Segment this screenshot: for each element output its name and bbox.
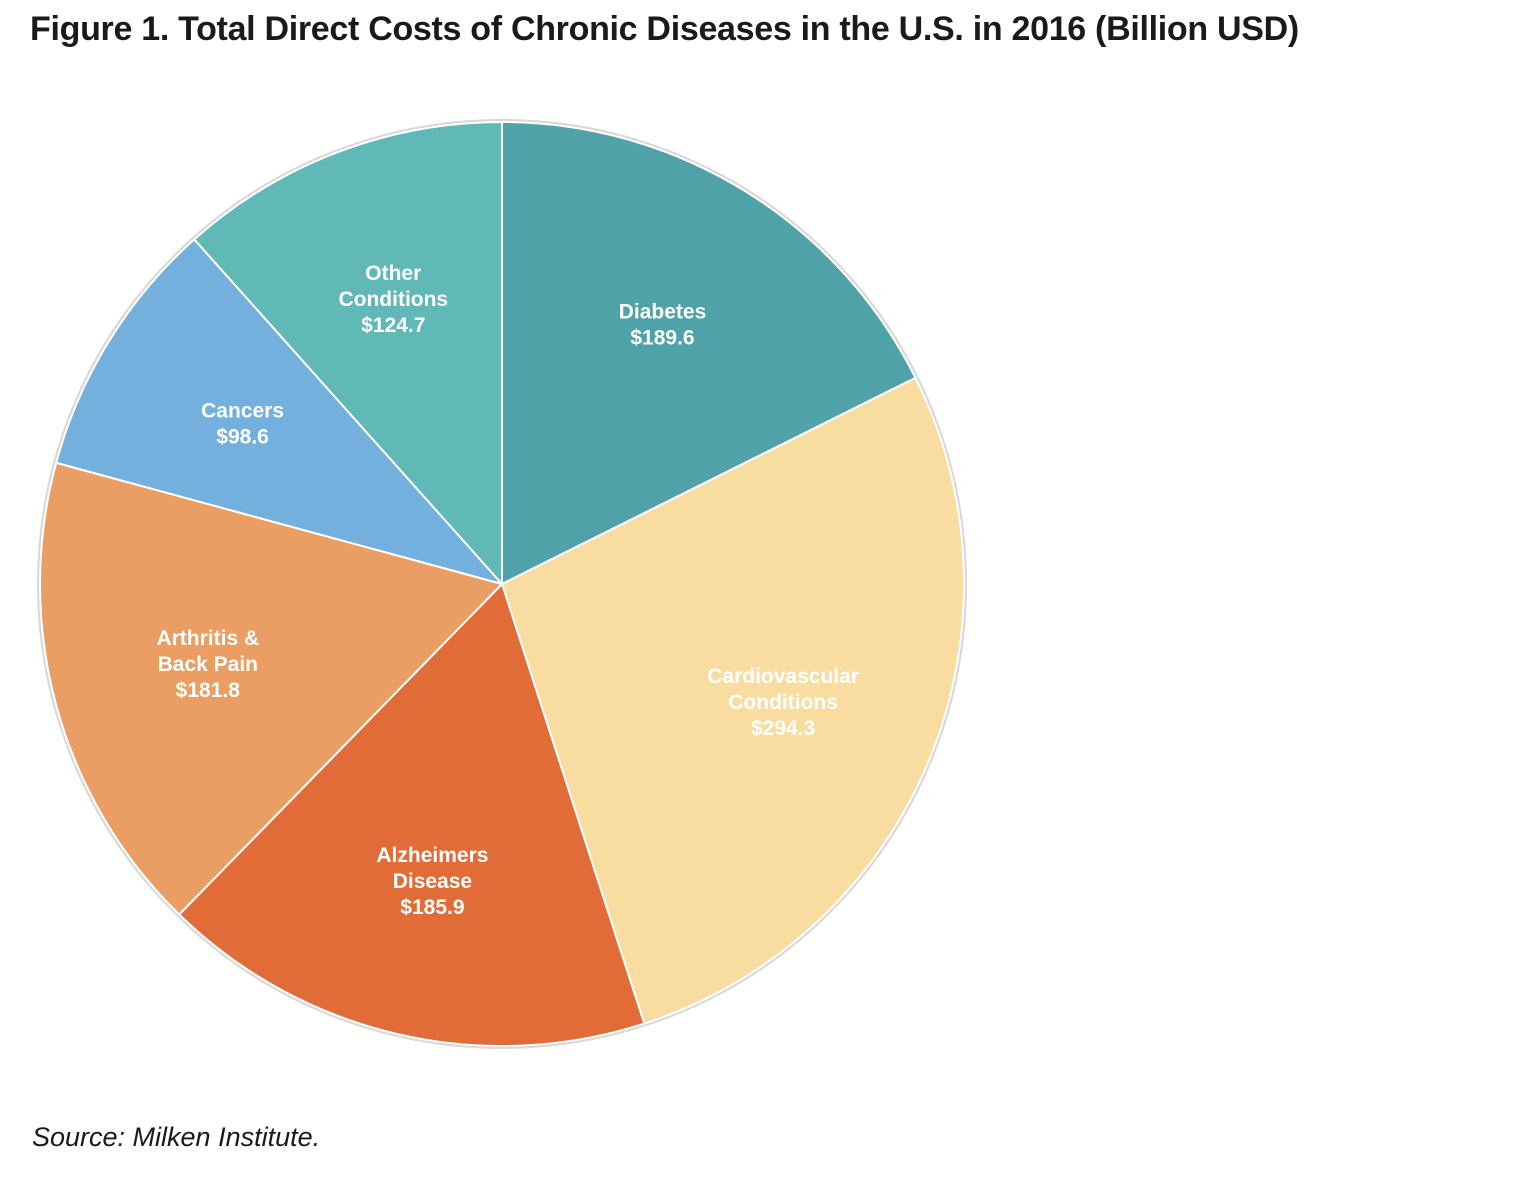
chart-title: Figure 1. Total Direct Costs of Chronic … (30, 10, 1299, 48)
slice-label-other-conditions: Other Conditions $124.7 (338, 262, 448, 337)
slice-label-diabetes: Diabetes $189.6 (619, 301, 707, 350)
slice-name-arthritis-and-back-pain: Arthritis & (156, 627, 259, 650)
slice-value-alzheimers-disease: $185.9 (400, 896, 464, 919)
slice-name-arthritis-and-back-pain: Back Pain (158, 653, 258, 676)
slice-name-alzheimers-disease: Disease (393, 870, 472, 893)
slice-name-diabetes: Diabetes (619, 301, 707, 324)
pie-slice-diabetes (501, 121, 917, 585)
slice-value-diabetes: $189.6 (630, 327, 694, 350)
slice-name-other-conditions: Conditions (338, 288, 448, 311)
pie-slice-cardiovascular-conditions (501, 376, 965, 1025)
slice-value-other-conditions: $124.7 (361, 314, 425, 337)
slice-label-arthritis-and-back-pain: Arthritis & Back Pain $181.8 (156, 627, 259, 702)
pie-slice-other-conditions (193, 121, 503, 585)
slice-value-cardiovascular-conditions: $294.3 (751, 717, 815, 740)
pie-slice-arthritis-and-back-pain (38, 461, 503, 916)
source-note: Source: Milken Institute. (32, 1122, 321, 1152)
slice-label-alzheimers-disease: Alzheimers Disease $185.9 (376, 844, 488, 919)
slice-label-cardiovascular-conditions: Cardiovascular Conditions $294.3 (707, 665, 859, 740)
pie-slice-alzheimers-disease (178, 583, 646, 1047)
slice-value-arthritis-and-back-pain: $181.8 (176, 679, 241, 702)
pie-outline (37, 119, 967, 1049)
slice-name-cardiovascular-conditions: Cardiovascular (707, 665, 859, 688)
slice-name-alzheimers-disease: Alzheimers (376, 844, 488, 867)
slice-label-cancers: Cancers $98.6 (201, 400, 284, 449)
slice-name-cancers: Cancers (201, 400, 284, 423)
slice-value-cancers: $98.6 (216, 426, 269, 449)
slice-name-cardiovascular-conditions: Conditions (728, 691, 838, 714)
pie-slice-cancers (55, 238, 503, 585)
slice-name-other-conditions: Other (365, 262, 421, 285)
